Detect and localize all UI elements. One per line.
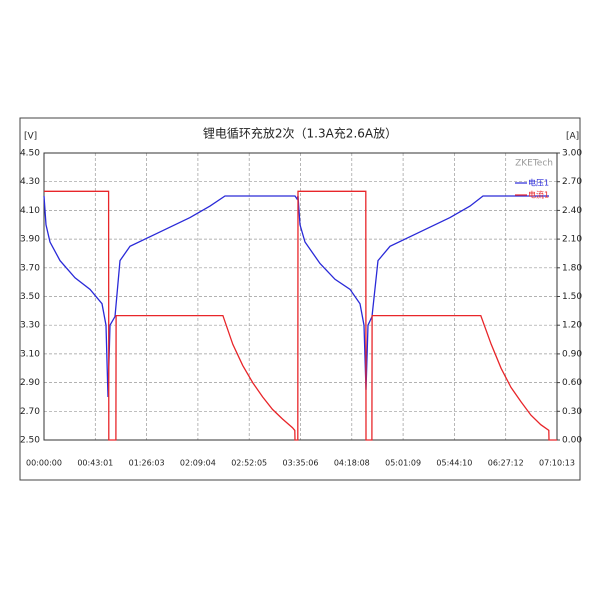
x-tick-label: 06:27:12 xyxy=(488,459,524,468)
x-tick-label: 05:44:10 xyxy=(436,459,472,468)
x-tick-label: 07:10:13 xyxy=(539,459,575,468)
y-tick-label: 3.70 xyxy=(20,263,40,273)
data-line xyxy=(43,195,549,398)
data-line xyxy=(44,190,557,441)
x-tick-label: 03:35:06 xyxy=(283,459,319,468)
x-tick-label: 02:52:05 xyxy=(231,459,267,468)
y2-tick-label: 1.20 xyxy=(562,321,582,331)
y2-tick-label: 2.40 xyxy=(562,206,582,216)
y2-tick-label: 1.80 xyxy=(562,263,582,273)
y-tick-label: 4.10 xyxy=(20,206,40,216)
y-axis-label: [V] xyxy=(24,132,37,142)
y-tick-label: 3.90 xyxy=(20,235,40,245)
plot-area xyxy=(43,152,558,441)
y-tick-label: 2.90 xyxy=(20,378,40,388)
legend-label: 电流1 xyxy=(528,190,549,200)
legend-label: 电压1 xyxy=(528,178,549,188)
y-tick-label: 3.30 xyxy=(20,321,40,331)
y2-tick-label: 0.90 xyxy=(562,349,582,359)
y2-tick-label: 0.00 xyxy=(562,436,582,446)
x-tick-label: 02:09:04 xyxy=(180,459,216,468)
x-tick-label: 00:43:01 xyxy=(77,459,113,468)
y-tick-label: 3.50 xyxy=(20,292,40,302)
y2-tick-label: 2.70 xyxy=(562,177,582,187)
y2-tick-label: 3.00 xyxy=(562,149,582,159)
y-tick-label: 4.50 xyxy=(20,149,40,159)
watermark: ZKETech xyxy=(515,159,553,169)
y-tick-label: 2.70 xyxy=(20,407,40,417)
x-tick-label: 01:26:03 xyxy=(129,459,165,468)
y-tick-label: 2.50 xyxy=(20,436,40,446)
y-tick-label: 3.10 xyxy=(20,349,40,359)
x-tick-label: 04:18:08 xyxy=(334,459,370,468)
y2-tick-label: 2.10 xyxy=(562,235,582,245)
y2-tick-label: 1.50 xyxy=(562,292,582,302)
y2-axis-label: [A] xyxy=(566,132,579,142)
y-tick-label: 4.30 xyxy=(20,177,40,187)
y2-tick-label: 0.30 xyxy=(562,407,582,417)
chart-frame xyxy=(19,117,581,481)
y2-tick-label: 0.60 xyxy=(562,378,582,388)
x-tick-label: 00:00:00 xyxy=(26,459,62,468)
chart-title: 锂电循环充放2次（1.3A充2.6A放） xyxy=(203,126,397,141)
x-tick-label: 05:01:09 xyxy=(385,459,421,468)
